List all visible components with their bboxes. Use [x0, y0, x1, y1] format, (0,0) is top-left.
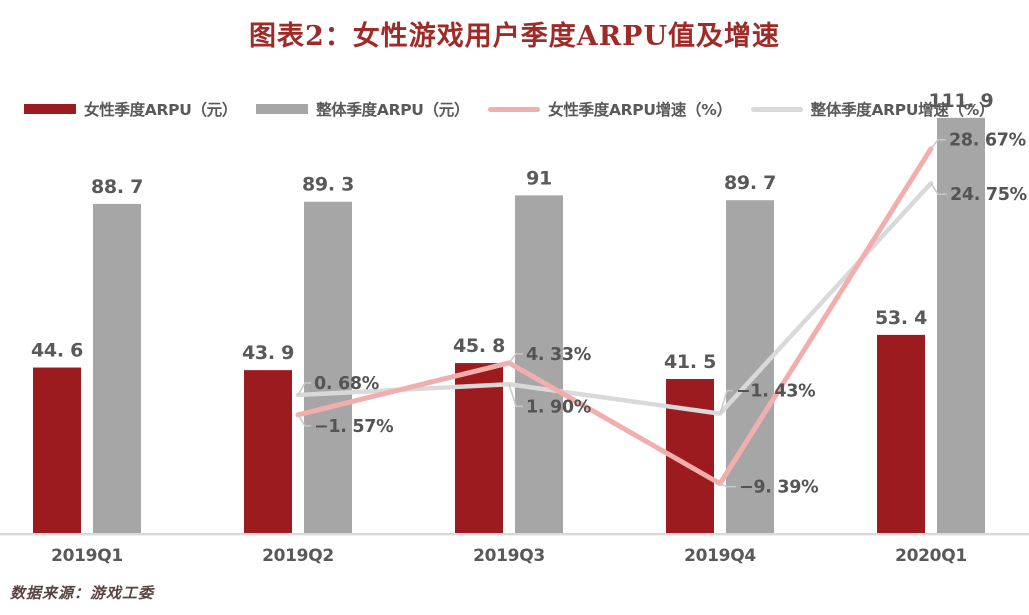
legend: 女性季度ARPU（元） 整体季度ARPU（元） 女性季度ARPU增速（%） 整体季度A…: [24, 98, 994, 120]
legend-item-2: 女性季度ARPU增速（%）: [488, 98, 732, 120]
label-leader-line: [719, 389, 733, 414]
bar-female-2019Q2: [244, 370, 292, 533]
growth-label-female-2019Q4: −9. 39%: [739, 478, 818, 498]
bar-female-2019Q3: [455, 363, 503, 533]
female-growth-line: [295, 146, 934, 487]
bar-value-label-female-2019Q1: 44. 6: [31, 340, 83, 362]
bar-value-label-overall-2019Q1: 88. 7: [91, 176, 143, 198]
x-axis-label-2019Q3: 2019Q3: [473, 546, 545, 566]
legend-label-3: 整体季度ARPU增速（%）: [810, 101, 995, 119]
bar-value-label-female-2019Q2: 43. 9: [242, 342, 294, 364]
label-leader-line: [930, 182, 947, 195]
label-leader-line: [297, 414, 311, 427]
bar-overall-2020Q1: [937, 117, 985, 533]
x-axis-label-2019Q1: 2019Q1: [51, 546, 123, 566]
bar-overall-2019Q2: [304, 201, 352, 533]
growth-label-overall-2020Q1: 24. 75%: [950, 185, 1027, 205]
legend-item-3: 整体季度ARPU增速（%）: [750, 98, 995, 120]
growth-label-female-2019Q2: −1. 57%: [314, 417, 393, 437]
label-leader-line: [719, 482, 736, 488]
growth-label-overall-2019Q2: 0. 68%: [314, 374, 379, 394]
bar-value-label-overall-2019Q3: 91: [526, 167, 552, 189]
label-leader-line: [508, 353, 523, 364]
legend-item-1: 整体季度ARPU（元）: [256, 98, 469, 120]
label-leader-line: [297, 382, 311, 396]
bar-value-label-female-2019Q3: 45. 8: [453, 335, 505, 357]
legend-label-2: 女性季度ARPU增速（%）: [548, 101, 732, 119]
bar-female-2020Q1: [877, 334, 925, 533]
legend-item-0: 女性季度ARPU（元）: [24, 98, 237, 120]
legend-swatch-bar-0: [24, 104, 76, 114]
bar-value-label-female-2020Q1: 53. 4: [875, 307, 927, 329]
data-source: 数据来源：游戏工委: [10, 584, 155, 602]
bar-value-label-overall-2019Q4: 89. 7: [724, 172, 776, 194]
growth-label-overall-2019Q3: 1. 90%: [526, 397, 591, 417]
chart-title: 图表2：女性游戏用户季度ARPU值及增速: [248, 21, 781, 52]
bar-overall-2019Q1: [93, 203, 141, 533]
growth-label-female-2020Q1: 28. 67%: [949, 131, 1026, 151]
bar-value-label-female-2019Q4: 41. 5: [664, 351, 716, 373]
legend-swatch-line-3: [750, 106, 803, 112]
legend-label-0: 女性季度ARPU（元）: [84, 101, 238, 119]
bar-female-2019Q1: [33, 367, 81, 533]
legend-swatch-line-2: [488, 106, 541, 112]
label-leader-line: [930, 138, 946, 150]
legend-swatch-bar-1: [256, 104, 309, 114]
bar-value-label-overall-2019Q2: 89. 3: [302, 174, 354, 196]
x-axis-line: [0, 533, 1029, 536]
label-leader-line: [508, 384, 523, 408]
bar-overall-2019Q3: [515, 195, 563, 533]
x-axis-label-2020Q1: 2020Q1: [895, 546, 967, 566]
x-axis-label-2019Q2: 2019Q2: [262, 546, 334, 566]
growth-label-female-2019Q3: 4. 33%: [526, 345, 591, 365]
bar-value-label-overall-2020Q1: 111. 9: [929, 90, 994, 112]
x-axis-label-2019Q4: 2019Q4: [684, 546, 756, 566]
growth-label-overall-2019Q4: −1. 43%: [736, 382, 815, 402]
legend-label-1: 整体季度ARPU（元）: [316, 101, 470, 119]
